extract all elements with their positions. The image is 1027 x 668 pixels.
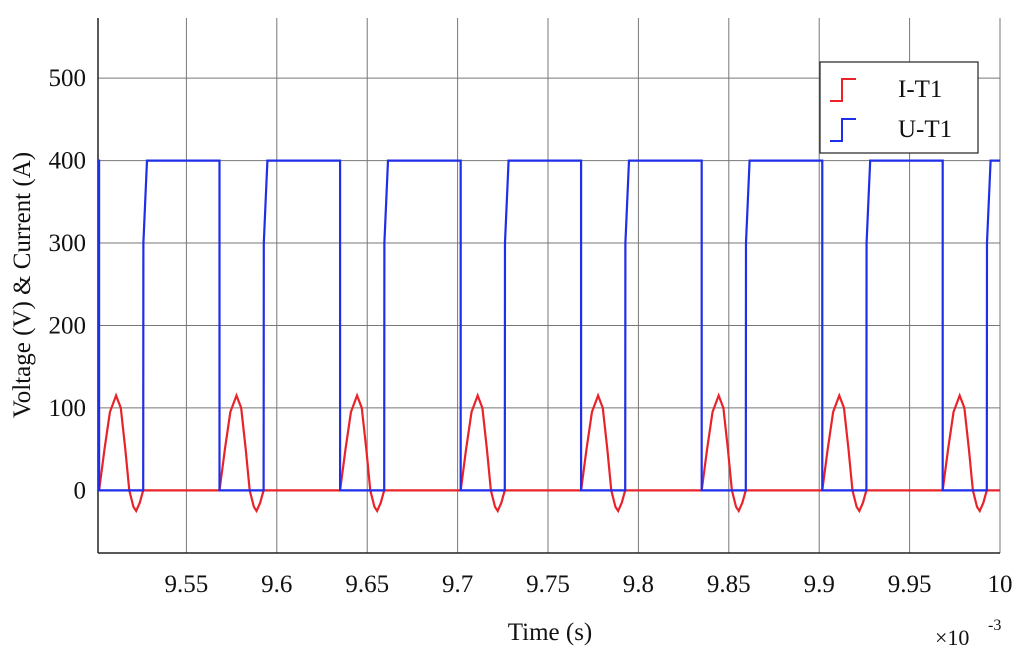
- x-tick-label: 9.75: [526, 571, 570, 598]
- x-tick-label: 9.7: [442, 571, 473, 598]
- legend-swatch: [830, 118, 856, 142]
- x-tick-label: 10: [988, 571, 1013, 598]
- y-tick-label: 100: [49, 395, 87, 422]
- y-tick-label: 0: [74, 477, 87, 504]
- legend-label: I-T1: [898, 76, 942, 103]
- legend-label: U-T1: [898, 116, 952, 143]
- legend-swatch: [830, 78, 856, 102]
- legend-box: [819, 61, 979, 154]
- y-tick-label: 300: [49, 230, 87, 257]
- x-tick-label: 9.9: [804, 571, 835, 598]
- x-tick-label: 9.95: [888, 571, 932, 598]
- series-line: [97, 392, 1000, 514]
- x-tick-label: 9.6: [261, 571, 292, 598]
- x-tick-label: 9.85: [707, 571, 751, 598]
- x-axis-label: Time (s): [508, 619, 593, 646]
- x-multiplier: ×10: [935, 625, 969, 650]
- x-tick-label: 9.8: [623, 571, 654, 598]
- x-tick-label: 9.55: [165, 571, 209, 598]
- x-multiplier-exponent: -3: [988, 617, 1001, 634]
- y-tick-label: 500: [49, 65, 87, 92]
- y-tick-label: 400: [49, 148, 87, 175]
- y-axis-label: Voltage (V) & Current (A): [9, 152, 36, 418]
- x-tick-label: 9.65: [345, 571, 389, 598]
- y-tick-label: 200: [49, 312, 87, 339]
- series-line: [97, 159, 1000, 492]
